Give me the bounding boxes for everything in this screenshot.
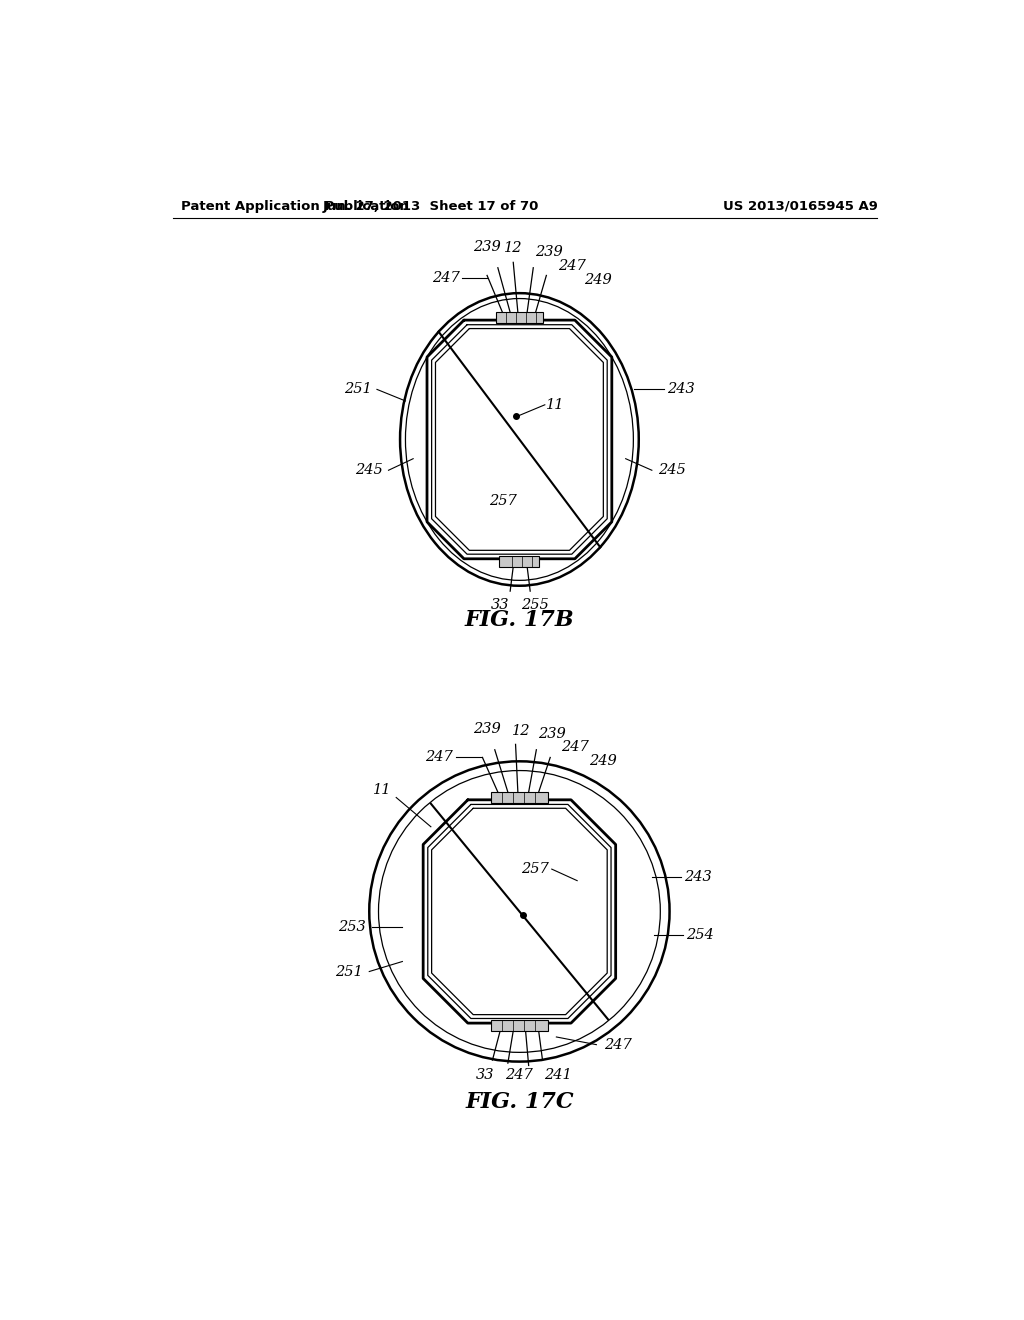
Text: 241: 241 [544, 1068, 571, 1082]
Text: 11: 11 [373, 783, 391, 797]
Text: 239: 239 [535, 246, 562, 259]
Bar [500, 556, 540, 566]
Text: 257: 257 [521, 862, 549, 876]
Text: 251: 251 [335, 965, 362, 978]
Text: 247: 247 [506, 1068, 534, 1082]
Text: 243: 243 [668, 383, 695, 396]
Text: 257: 257 [488, 494, 516, 508]
Text: 245: 245 [658, 463, 686, 478]
Text: 33: 33 [475, 1068, 494, 1082]
Text: US 2013/0165945 A9: US 2013/0165945 A9 [723, 199, 878, 213]
Text: 243: 243 [684, 870, 712, 884]
Text: 247: 247 [431, 271, 460, 285]
Text: 253: 253 [338, 920, 366, 933]
Text: 239: 239 [473, 722, 501, 737]
Text: 254: 254 [686, 928, 714, 941]
Text: 247: 247 [558, 259, 586, 273]
Text: 11: 11 [547, 397, 565, 412]
Text: 249: 249 [584, 273, 611, 286]
Text: 12: 12 [512, 723, 530, 738]
Text: 12: 12 [504, 240, 522, 255]
Text: 239: 239 [538, 727, 565, 742]
Text: Jun. 27, 2013  Sheet 17 of 70: Jun. 27, 2013 Sheet 17 of 70 [323, 199, 539, 213]
Text: FIG. 17C: FIG. 17C [465, 1092, 573, 1113]
Bar [496, 313, 544, 323]
Text: 255: 255 [521, 598, 549, 612]
Text: 245: 245 [354, 463, 382, 478]
Text: 239: 239 [473, 240, 501, 253]
Bar [490, 1020, 548, 1031]
Bar [490, 792, 548, 803]
Text: 247: 247 [604, 1038, 632, 1052]
Text: 33: 33 [490, 598, 509, 612]
Text: 247: 247 [561, 741, 589, 755]
Text: 249: 249 [589, 754, 616, 768]
Text: 247: 247 [425, 751, 454, 764]
Text: FIG. 17B: FIG. 17B [465, 610, 574, 631]
Text: 251: 251 [344, 383, 372, 396]
Text: Patent Application Publication: Patent Application Publication [180, 199, 409, 213]
